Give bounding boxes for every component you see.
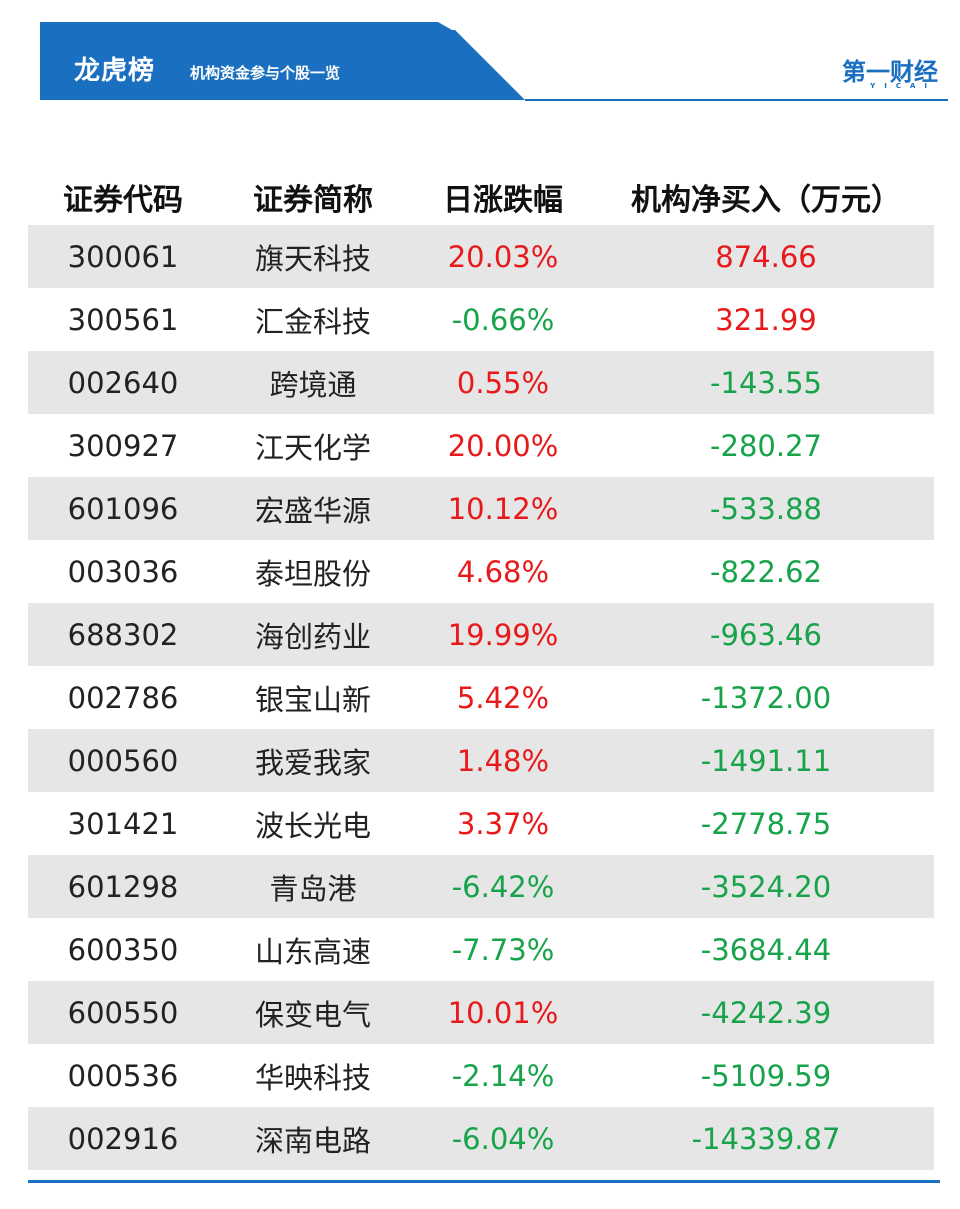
daily-change: 10.12% xyxy=(447,491,559,526)
stock-code: 600350 xyxy=(67,932,179,967)
column-header-code: 证券代码 xyxy=(63,183,183,218)
institution-net-buy: -963.46 xyxy=(710,617,822,652)
table-row: 600550 保变电气 10.01% -4242.39 xyxy=(28,981,934,1044)
daily-change: 20.00% xyxy=(447,428,559,463)
table-row: 002786 银宝山新 5.42% -1372.00 xyxy=(28,666,934,729)
daily-change: -6.42% xyxy=(451,869,555,904)
stock-code: 300927 xyxy=(67,428,179,463)
table-header-row: 证券代码 证券简称 日涨跌幅 机构净买入（万元） xyxy=(28,175,934,225)
stock-name: 泰坦股份 xyxy=(254,556,371,591)
table-row: 688302 海创药业 19.99% -963.46 xyxy=(28,603,934,666)
institution-net-buy: -1491.11 xyxy=(700,743,832,778)
institution-net-buy: -14339.87 xyxy=(691,1121,841,1156)
stock-code: 000536 xyxy=(67,1058,179,1093)
institution-net-buy: -533.88 xyxy=(710,491,822,526)
banner-background xyxy=(40,22,948,101)
institution-net-buy: -822.62 xyxy=(710,554,822,589)
institution-table: 证券代码 证券简称 日涨跌幅 机构净买入（万元） 300061 旗天科技 20.03… xyxy=(28,175,934,1170)
stock-name: 波长光电 xyxy=(254,808,371,843)
column-header-change: 日涨跌幅 xyxy=(443,183,563,218)
daily-change: -2.14% xyxy=(451,1058,555,1093)
stock-name: 汇金科技 xyxy=(254,304,371,339)
stock-code: 002786 xyxy=(67,680,179,715)
table-row: 600350 山东高速 -7.73% -3684.44 xyxy=(28,918,934,981)
stock-code: 601096 xyxy=(67,491,179,526)
institution-net-buy: 321.99 xyxy=(715,302,817,337)
brand-logo-sub: YICAI xyxy=(870,82,936,90)
institution-net-buy: -3684.44 xyxy=(700,932,832,967)
page-title: 龙虎榜 xyxy=(74,56,156,86)
table-row: 002640 跨境通 0.55% -143.55 xyxy=(28,351,934,414)
stock-name: 江天化学 xyxy=(254,430,371,465)
daily-change: 19.99% xyxy=(447,617,559,652)
daily-change: 4.68% xyxy=(456,554,550,589)
table-row: 601298 青岛港 -6.42% -3524.20 xyxy=(28,855,934,918)
institution-net-buy: -3524.20 xyxy=(700,869,832,904)
bottom-divider xyxy=(28,1180,940,1183)
table-row: 002916 深南电路 -6.04% -14339.87 xyxy=(28,1107,934,1170)
daily-change: -0.66% xyxy=(451,302,555,337)
header-banner: 龙虎榜 机构资金参与个股一览 第一财经 YICAI xyxy=(0,0,960,110)
institution-net-buy: -280.27 xyxy=(710,428,822,463)
daily-change: 20.03% xyxy=(447,239,559,274)
institution-net-buy: -2778.75 xyxy=(700,806,832,841)
stock-name: 山东高速 xyxy=(254,934,371,969)
daily-change: 3.37% xyxy=(456,806,550,841)
stock-name: 华映科技 xyxy=(254,1060,371,1095)
daily-change: 0.55% xyxy=(456,365,550,400)
stock-name: 银宝山新 xyxy=(254,682,371,717)
stock-code: 601298 xyxy=(67,869,179,904)
stock-code: 000560 xyxy=(67,743,179,778)
column-header-name: 证券简称 xyxy=(253,183,373,218)
table-row: 300561 汇金科技 -0.66% 321.99 xyxy=(28,288,934,351)
stock-code: 002640 xyxy=(67,365,179,400)
page-subtitle: 机构资金参与个股一览 xyxy=(190,64,341,82)
table-row: 601096 宏盛华源 10.12% -533.88 xyxy=(28,477,934,540)
daily-change: -7.73% xyxy=(451,932,555,967)
stock-name: 跨境通 xyxy=(269,367,357,402)
stock-code: 688302 xyxy=(67,617,179,652)
stock-name: 宏盛华源 xyxy=(254,493,371,528)
institution-net-buy: -143.55 xyxy=(710,365,822,400)
stock-name: 海创药业 xyxy=(254,619,371,654)
institution-net-buy: -5109.59 xyxy=(700,1058,832,1093)
stock-name: 深南电路 xyxy=(254,1123,371,1158)
institution-net-buy: -4242.39 xyxy=(700,995,832,1030)
table-body: 300061 旗天科技 20.03% 874.66 300561 汇金科技 -0.66% 32… xyxy=(28,225,934,1170)
stock-code: 301421 xyxy=(67,806,179,841)
daily-change: 5.42% xyxy=(456,680,550,715)
table-row: 300927 江天化学 20.00% -280.27 xyxy=(28,414,934,477)
table-row: 300061 旗天科技 20.03% 874.66 xyxy=(28,225,934,288)
brand-logo: 第一财经 xyxy=(842,58,938,86)
stock-code: 300561 xyxy=(67,302,179,337)
table-row: 301421 波长光电 3.37% -2778.75 xyxy=(28,792,934,855)
daily-change: -6.04% xyxy=(451,1121,555,1156)
table-row: 003036 泰坦股份 4.68% -822.62 xyxy=(28,540,934,603)
daily-change: 1.48% xyxy=(456,743,550,778)
column-header-net-buy: 机构净买入（万元） xyxy=(631,183,901,218)
table-row: 000536 华映科技 -2.14% -5109.59 xyxy=(28,1044,934,1107)
stock-code: 002916 xyxy=(67,1121,179,1156)
table-row: 000560 我爱我家 1.48% -1491.11 xyxy=(28,729,934,792)
daily-change: 10.01% xyxy=(447,995,559,1030)
stock-code: 600550 xyxy=(67,995,179,1030)
stock-name: 我爱我家 xyxy=(254,745,371,780)
stock-code: 003036 xyxy=(67,554,179,589)
institution-net-buy: -1372.00 xyxy=(700,680,832,715)
stock-name: 旗天科技 xyxy=(254,241,371,276)
institution-net-buy: 874.66 xyxy=(715,239,817,274)
stock-code: 300061 xyxy=(67,239,179,274)
stock-name: 青岛港 xyxy=(269,871,357,906)
stock-name: 保变电气 xyxy=(254,997,371,1032)
